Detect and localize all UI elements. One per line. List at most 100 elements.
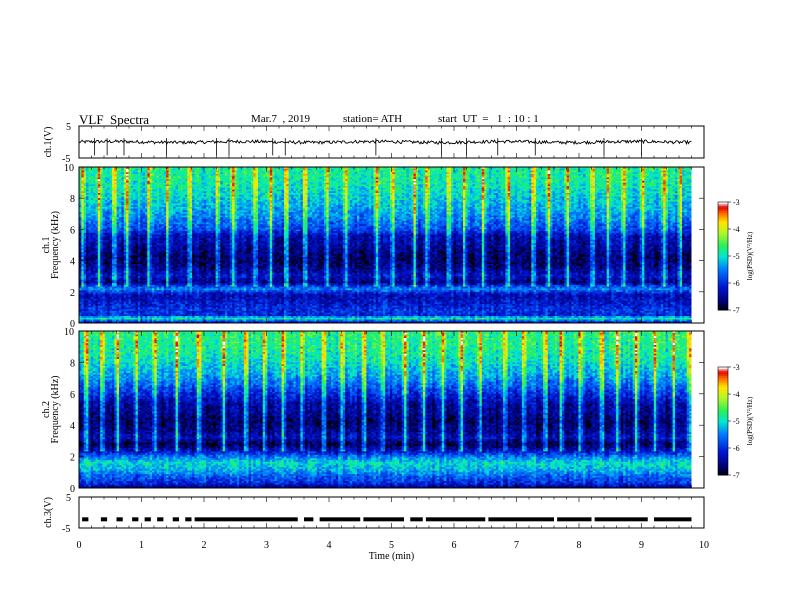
spectrogram-cell bbox=[119, 267, 122, 270]
spectrogram-cell bbox=[102, 288, 106, 291]
spectrogram-cell bbox=[90, 172, 94, 175]
spectrogram-cell bbox=[86, 199, 89, 203]
spectrogram-cell bbox=[107, 208, 111, 211]
spectrogram-cell bbox=[86, 172, 89, 175]
spectrogram-cell bbox=[109, 193, 113, 196]
spectrogram-cell bbox=[126, 182, 129, 185]
spectrogram-cell bbox=[123, 191, 127, 194]
spectrogram-cell bbox=[79, 196, 82, 199]
spectrogram-cell bbox=[100, 182, 103, 185]
spectrogram-cell bbox=[114, 208, 118, 211]
spectrogram-cell bbox=[83, 199, 87, 203]
spectrogram-cell bbox=[90, 212, 94, 215]
spectrogram-cell bbox=[81, 199, 85, 203]
spectrogram-cell bbox=[100, 212, 103, 215]
spectrogram-cell bbox=[100, 267, 103, 270]
spectrogram-cell bbox=[83, 203, 87, 206]
spectrogram-cell bbox=[104, 258, 108, 261]
spectrogram-cell bbox=[95, 307, 99, 310]
spectrogram-cell bbox=[104, 167, 108, 170]
spectrogram-cell bbox=[100, 279, 103, 282]
spectrogram-cell bbox=[90, 236, 94, 239]
spectrogram-cell bbox=[119, 191, 122, 194]
spectrogram-cell bbox=[90, 264, 94, 267]
spectrogram-cell bbox=[116, 175, 120, 178]
spectrogram-cell bbox=[100, 262, 103, 265]
spectrogram-cell bbox=[111, 245, 115, 248]
spectrogram-cell bbox=[107, 281, 111, 284]
spectrogram-cell bbox=[121, 274, 125, 277]
spectrogram-cell bbox=[88, 241, 92, 244]
spectrogram-cell bbox=[121, 175, 125, 178]
spectrogram-cell bbox=[79, 321, 82, 324]
spectrogram-cell bbox=[121, 246, 125, 249]
spectrogram-cell bbox=[83, 167, 87, 170]
spectrogram-cell bbox=[104, 222, 108, 225]
spectrogram-cell bbox=[107, 189, 111, 192]
spectrogram-cell bbox=[107, 196, 111, 199]
spectrogram-cell bbox=[109, 201, 113, 204]
spectrogram-cell bbox=[111, 219, 115, 222]
spectrogram-cell bbox=[83, 255, 87, 258]
spectrogram-cell bbox=[95, 239, 99, 242]
spectrogram-cell bbox=[107, 170, 111, 173]
spectrogram-cell bbox=[81, 236, 85, 239]
spectrogram-cell bbox=[83, 231, 87, 234]
spectrogram-cell bbox=[107, 251, 111, 255]
spectrogram-cell bbox=[88, 179, 92, 182]
spectrogram-cell bbox=[102, 267, 106, 270]
spectrogram-cell bbox=[123, 272, 127, 275]
spectrogram-cell bbox=[116, 248, 120, 251]
spectrogram-cell bbox=[119, 264, 122, 267]
spectrogram-cell bbox=[90, 283, 94, 286]
spectrogram-cell bbox=[86, 281, 89, 284]
spectrogram-cell bbox=[109, 175, 113, 178]
spectrogram-cell bbox=[123, 186, 127, 189]
spectrogram-cell bbox=[107, 239, 111, 242]
spectrogram-cell bbox=[121, 257, 125, 260]
spectrogram-cell bbox=[104, 271, 108, 274]
spectrogram-cell bbox=[107, 212, 111, 215]
spectrogram-cell bbox=[102, 271, 106, 274]
spectrogram-cell bbox=[107, 290, 111, 293]
spectrogram-cell bbox=[83, 220, 87, 223]
spectrogram-cell bbox=[121, 172, 125, 175]
spectrogram-cell bbox=[123, 203, 127, 206]
spectrogram-cell bbox=[116, 283, 120, 286]
spectrogram-cell bbox=[126, 314, 129, 317]
spectrogram-cell bbox=[93, 241, 96, 244]
spectrogram-cell bbox=[111, 312, 115, 315]
spectrogram-cell bbox=[95, 288, 99, 291]
spectrogram-cell bbox=[109, 279, 113, 282]
spectrogram-cell bbox=[114, 258, 118, 261]
spectrogram-cell bbox=[95, 264, 99, 267]
spectrogram-cell bbox=[88, 184, 92, 187]
spectrogram-cell bbox=[95, 300, 99, 303]
spectrogram-cell bbox=[119, 248, 122, 251]
spectrogram-cell bbox=[111, 239, 115, 242]
spectrogram-cell bbox=[86, 215, 89, 218]
spectrogram-cell bbox=[102, 180, 106, 183]
spectrogram-cell bbox=[114, 231, 118, 234]
spectrogram-cell bbox=[88, 172, 92, 175]
spectrogram-cell bbox=[90, 279, 94, 282]
spectrogram-cell bbox=[114, 281, 118, 284]
spectrogram-cell bbox=[119, 186, 122, 189]
spectrogram-cell bbox=[104, 219, 108, 222]
spectrogram-cell bbox=[104, 187, 108, 190]
spectrogram-cell bbox=[97, 321, 101, 324]
spectrogram-cell bbox=[121, 232, 125, 235]
spectrogram-cell bbox=[100, 272, 103, 275]
spectrogram-cell bbox=[93, 238, 96, 241]
spectrogram-cell bbox=[81, 215, 85, 218]
spectrogram-cell bbox=[97, 225, 101, 229]
spectrogram-cell bbox=[88, 284, 92, 287]
spectrogram-cell bbox=[83, 303, 87, 307]
spectrogram-cell bbox=[102, 170, 106, 173]
spectrogram-cell bbox=[86, 271, 89, 274]
spectrogram-cell bbox=[107, 229, 111, 232]
spectrogram-cell bbox=[126, 302, 129, 305]
spectrogram-cell bbox=[123, 170, 127, 173]
spectrogram-cell bbox=[93, 302, 96, 305]
spectrogram-cell bbox=[104, 215, 108, 218]
